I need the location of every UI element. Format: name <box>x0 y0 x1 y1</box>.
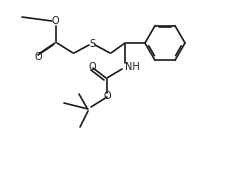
Text: O: O <box>51 16 59 26</box>
Text: O: O <box>88 62 96 72</box>
Text: NH: NH <box>125 62 140 72</box>
Text: S: S <box>89 39 95 49</box>
Text: O: O <box>103 91 111 101</box>
Text: O: O <box>34 52 42 62</box>
